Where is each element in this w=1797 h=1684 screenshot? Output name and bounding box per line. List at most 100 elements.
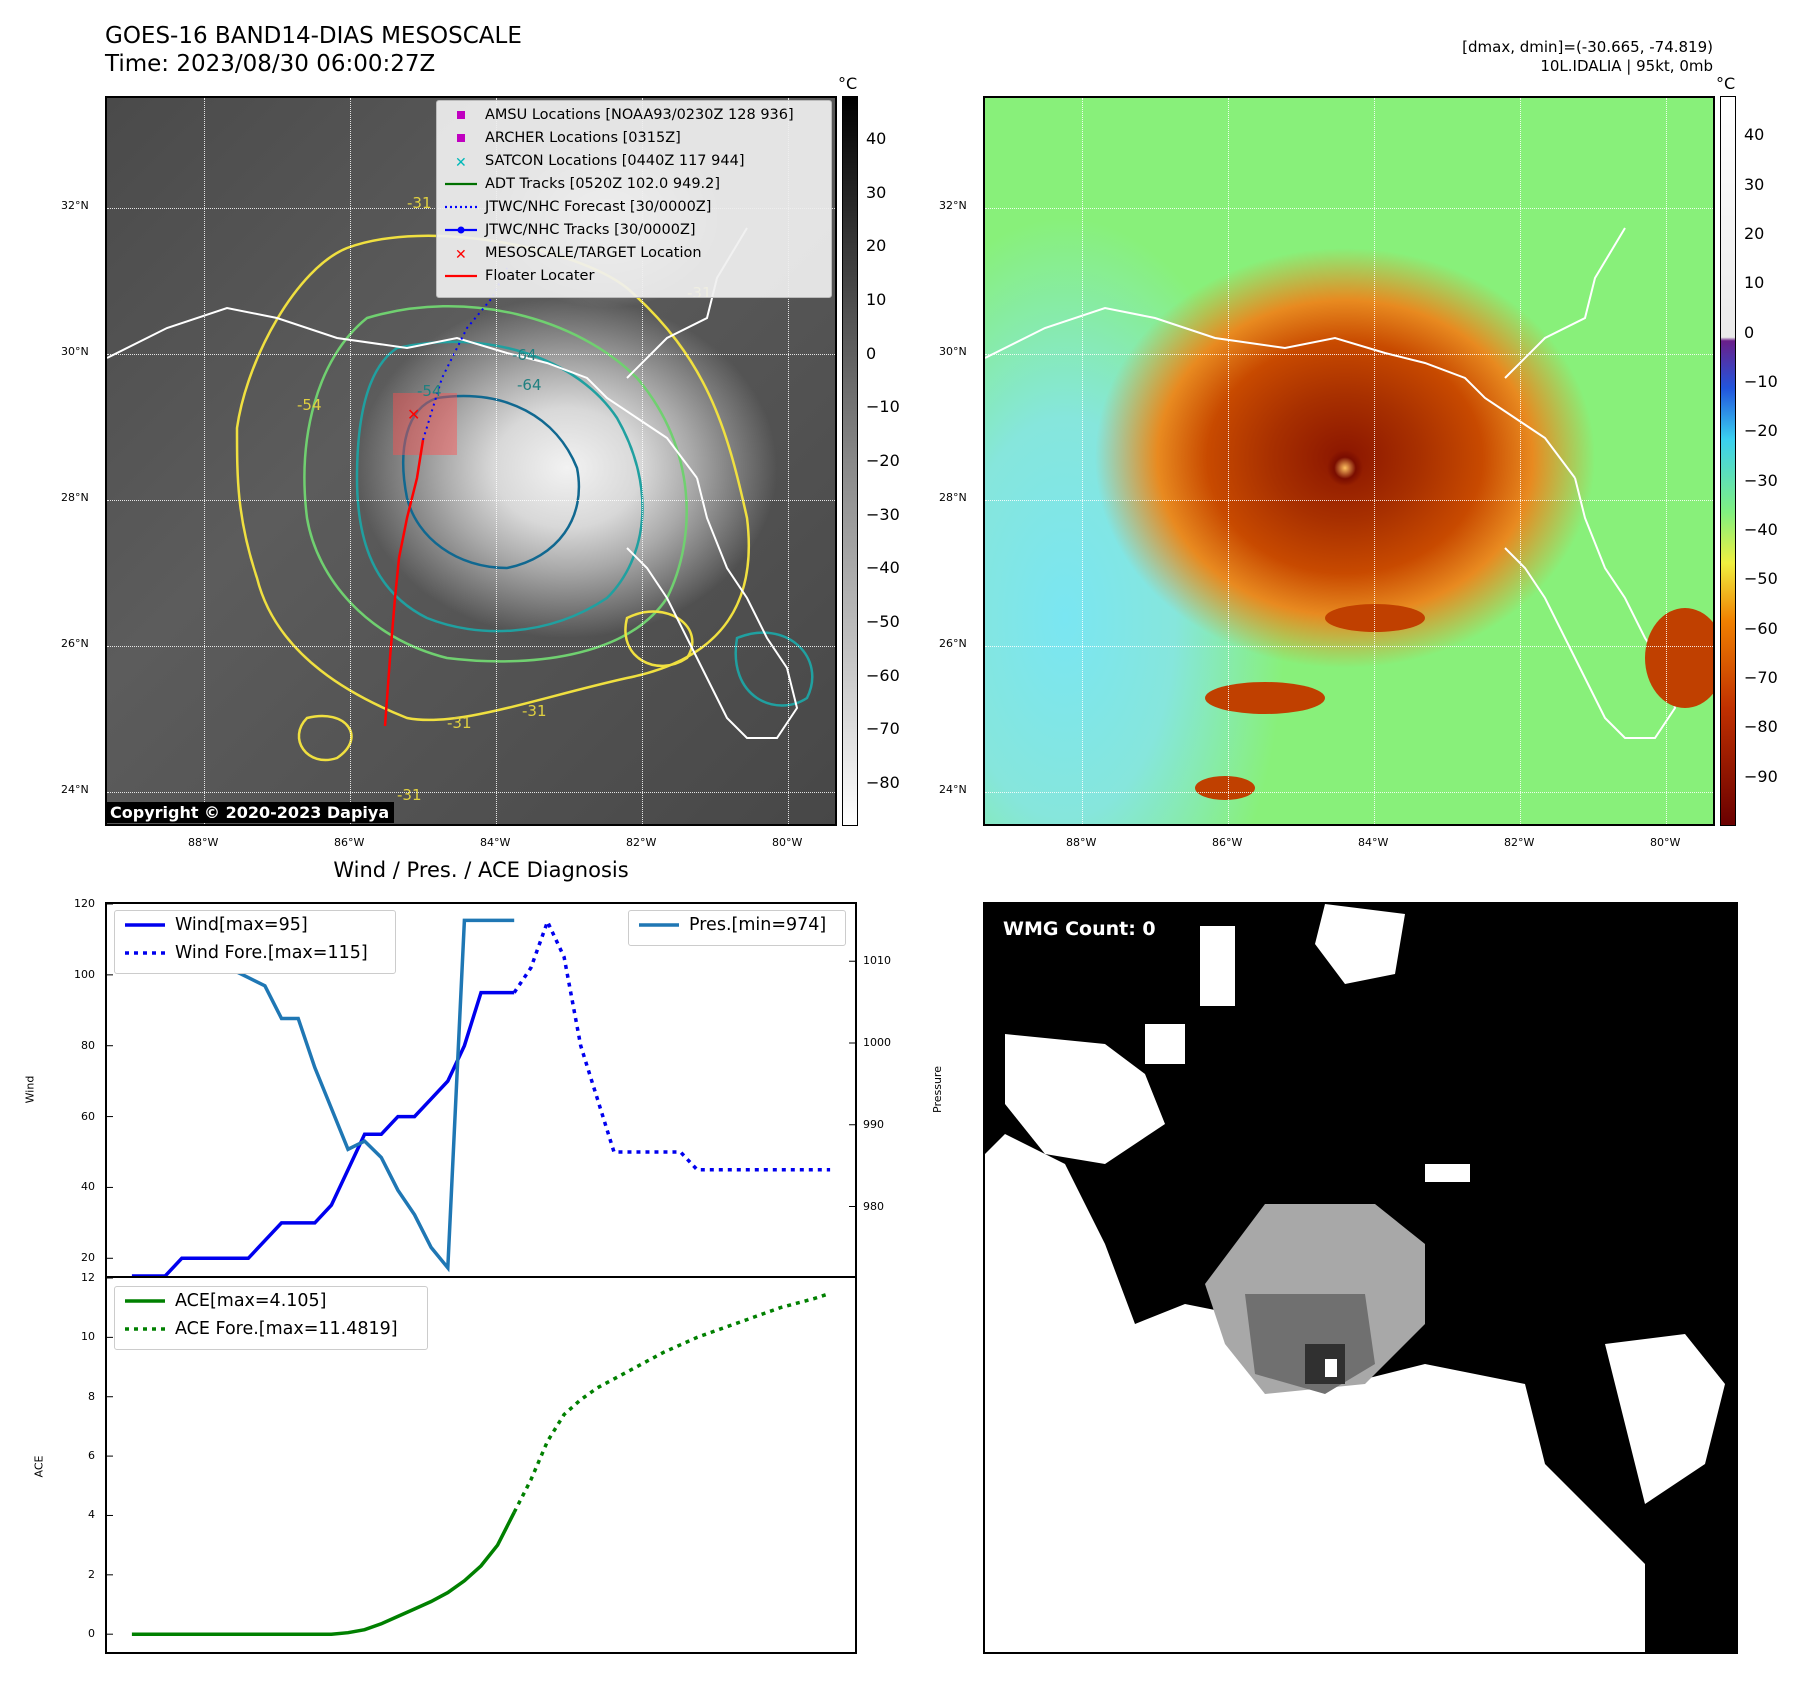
- svg-text:✕: ✕: [455, 247, 467, 263]
- contour-label: -31: [447, 714, 472, 732]
- coastline-gulf-color: [985, 306, 1576, 479]
- solid-line-icon: [639, 923, 679, 927]
- grid-line-lat: [107, 792, 835, 793]
- grid-line-lon: [788, 98, 789, 824]
- y-tick-label: 80: [81, 1038, 95, 1052]
- grid-line-lat: [985, 354, 1713, 355]
- y-tick-label: 8: [88, 1389, 95, 1403]
- map-legend: AMSU Locations [NOAA93/0230Z 128 936] ARC…: [436, 100, 832, 298]
- dotted-line-icon: [445, 205, 477, 209]
- lat-tick-label: 30°N: [61, 345, 89, 358]
- wmg-white-block-1: [1200, 926, 1235, 1006]
- wmg-white-center: [1325, 1359, 1337, 1377]
- storm-info-line-1: [dmax, dmin]=(-30.665, -74.819): [1462, 38, 1713, 56]
- y-tick-label: 40: [81, 1180, 95, 1194]
- legend-item-label: Floater Locater: [485, 268, 595, 284]
- contour-label: -54: [297, 396, 322, 414]
- svg-text:✕: ✕: [455, 155, 467, 171]
- lat-tick-label: 30°N: [939, 345, 967, 358]
- square-marker-icon: [457, 134, 465, 142]
- lat-tick-label: 32°N: [939, 199, 967, 212]
- dotted-line-icon: [125, 1327, 165, 1331]
- storm-info-line-2: 10L.IDALIA | 95kt, 0mb: [1540, 57, 1713, 75]
- legend-item: JTWC/NHC Forecast [30/0000Z]: [437, 196, 831, 219]
- contour-label: -31: [407, 194, 432, 212]
- wmg-white-region-1: [985, 1134, 1645, 1652]
- lon-tick-label: 84°W: [480, 836, 511, 849]
- contour-small-2: [624, 610, 694, 668]
- colorbar-unit-label: °C: [1716, 74, 1736, 93]
- legend-item: Pres.[min=974]: [629, 911, 845, 939]
- grid-line-lon: [496, 98, 497, 824]
- dotted-line-icon: [125, 951, 165, 955]
- wmg-count-label: WMG Count: 0: [1003, 918, 1156, 940]
- grid-line-lon: [204, 98, 205, 824]
- colorbar-tick-label: −30: [1744, 470, 1778, 490]
- color-map-panel: [983, 96, 1715, 826]
- ace-legend: ACE[max=4.105] ACE Fore.[max=11.4819]: [114, 1286, 428, 1350]
- contour-small-3: [734, 631, 814, 707]
- colorbar-tick-label: 30: [1744, 174, 1765, 194]
- lon-tick-label: 84°W: [1358, 836, 1389, 849]
- legend-item: JTWC/NHC Tracks [30/0000Z]: [437, 219, 831, 242]
- colorbar-tick-label: −40: [1744, 520, 1778, 540]
- lon-tick-label: 88°W: [1066, 836, 1097, 849]
- y-tick-label: 60: [81, 1109, 95, 1123]
- lon-tick-label: 82°W: [1504, 836, 1535, 849]
- diagnosis-title: Wind / Pres. / ACE Diagnosis: [333, 858, 629, 882]
- colorbar-tick-label: 20: [866, 236, 887, 256]
- legend-item: ✕ MESOSCALE/TARGET Location: [437, 242, 831, 265]
- colorbar-tick-label: −20: [1744, 421, 1778, 441]
- gray-colorbar: [842, 96, 858, 826]
- solid-line-icon: [445, 182, 477, 186]
- contour-teal: [355, 340, 644, 633]
- cloud-band-2: [1325, 604, 1425, 632]
- y-tick-label: 2: [88, 1567, 95, 1581]
- colorbar-unit-label: °C: [838, 74, 858, 93]
- square-marker-icon: [457, 111, 465, 119]
- grid-line-lat: [107, 500, 835, 501]
- x-marker-icon: ✕: [455, 247, 467, 263]
- colorbar-tick-label: −80: [1744, 717, 1778, 737]
- lon-tick-label: 88°W: [188, 836, 219, 849]
- y-tick-label: 120: [74, 897, 95, 910]
- wind-legend: Wind[max=95] Wind Fore.[max=115]: [114, 910, 396, 974]
- copyright-label: Copyright © 2020-2023 Dapiya: [105, 802, 395, 823]
- grid-line-lon: [642, 98, 643, 824]
- colorbar-tick-label: −70: [1744, 668, 1778, 688]
- colorbar-tick-label: −90: [1744, 766, 1778, 786]
- wmg-panel: [983, 902, 1738, 1654]
- y2-tick-label: 980: [863, 1199, 884, 1213]
- wmg-image: [985, 904, 1725, 1652]
- lat-tick-label: 28°N: [61, 491, 89, 504]
- lon-tick-label: 86°W: [334, 836, 365, 849]
- color-overlay: [985, 227, 1713, 800]
- coastline-florida: [626, 227, 799, 739]
- legend-item-label: AMSU Locations [NOAA93/0230Z 128 936]: [485, 107, 794, 123]
- grid-line-lat: [985, 646, 1713, 647]
- lat-tick-label: 28°N: [939, 491, 967, 504]
- coastline-florida-color: [1504, 227, 1677, 739]
- wmg-white-region-3: [1315, 904, 1405, 984]
- colorbar-tick-label: −40: [866, 558, 900, 578]
- colorbar-tick-label: 10: [866, 289, 887, 309]
- legend-item-label: Wind[max=95]: [175, 915, 308, 935]
- coastline-gulf: [107, 306, 698, 479]
- series-line: [131, 990, 515, 1276]
- target-marker: ✕: [407, 405, 420, 424]
- ace-svg: [107, 1278, 831, 1636]
- grid-line-lon: [1374, 98, 1375, 824]
- series-line: [512, 917, 831, 1172]
- colorbar-tick-label: −60: [1744, 618, 1778, 638]
- colorbar-tick-label: 10: [1744, 273, 1765, 293]
- colorbar-tick-label: −80: [866, 773, 900, 793]
- pressure-legend: Pres.[min=974]: [628, 910, 846, 946]
- legend-item: AMSU Locations [NOAA93/0230Z 128 936]: [437, 104, 831, 127]
- legend-item: ACE Fore.[max=11.4819]: [115, 1315, 427, 1343]
- colorbar-tick-label: 40: [866, 128, 887, 148]
- contour-blue-teal: [402, 394, 581, 570]
- title-line-1: GOES-16 BAND14-DIAS MESOSCALE: [105, 23, 522, 49]
- x-marker-icon: ✕: [455, 155, 467, 171]
- y2-tick-label: 990: [863, 1117, 884, 1131]
- y-tick-label: 6: [88, 1449, 95, 1463]
